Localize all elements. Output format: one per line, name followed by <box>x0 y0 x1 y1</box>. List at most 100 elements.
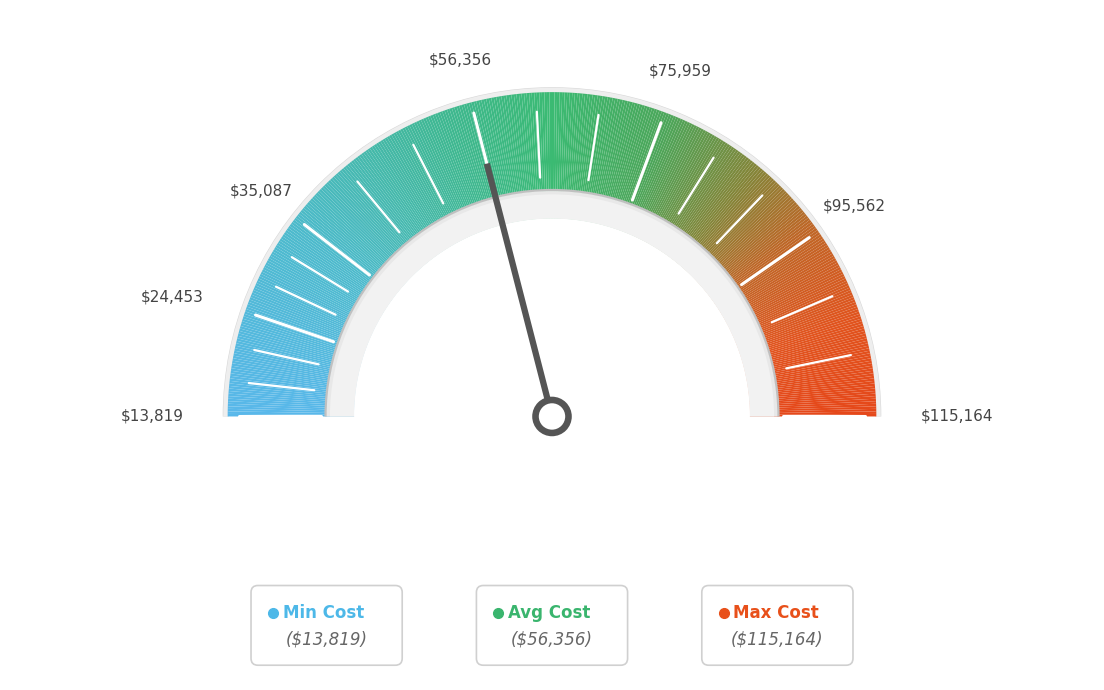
Wedge shape <box>359 154 436 257</box>
Wedge shape <box>439 111 485 230</box>
Wedge shape <box>749 378 874 395</box>
Wedge shape <box>745 343 869 373</box>
Wedge shape <box>732 283 849 337</box>
Wedge shape <box>333 175 420 270</box>
Wedge shape <box>710 219 811 297</box>
Wedge shape <box>401 128 460 242</box>
Wedge shape <box>724 256 835 319</box>
Wedge shape <box>650 135 715 246</box>
Wedge shape <box>749 373 873 392</box>
Wedge shape <box>287 228 391 303</box>
Wedge shape <box>705 212 805 293</box>
FancyBboxPatch shape <box>702 586 853 665</box>
Wedge shape <box>604 104 640 226</box>
Wedge shape <box>750 404 877 411</box>
Wedge shape <box>234 348 359 376</box>
Wedge shape <box>421 119 474 235</box>
Wedge shape <box>542 92 548 219</box>
Wedge shape <box>229 393 354 404</box>
Wedge shape <box>594 99 623 224</box>
Wedge shape <box>253 290 370 341</box>
Wedge shape <box>736 297 854 345</box>
Wedge shape <box>628 117 679 234</box>
Wedge shape <box>264 265 378 325</box>
Wedge shape <box>694 190 787 280</box>
Wedge shape <box>719 241 826 310</box>
Wedge shape <box>746 355 871 381</box>
Wedge shape <box>553 92 558 219</box>
Wedge shape <box>435 113 482 232</box>
Wedge shape <box>253 288 370 339</box>
Wedge shape <box>481 99 510 224</box>
Wedge shape <box>293 219 394 297</box>
Wedge shape <box>726 262 839 324</box>
Wedge shape <box>433 114 480 233</box>
Wedge shape <box>704 210 804 291</box>
Wedge shape <box>716 236 824 308</box>
Wedge shape <box>693 189 785 279</box>
Wedge shape <box>259 274 374 331</box>
Wedge shape <box>708 216 808 295</box>
Wedge shape <box>566 93 577 219</box>
Wedge shape <box>592 99 620 223</box>
Wedge shape <box>247 302 367 348</box>
Wedge shape <box>630 119 683 235</box>
Wedge shape <box>707 214 807 294</box>
Wedge shape <box>665 150 739 255</box>
Wedge shape <box>276 245 384 313</box>
Wedge shape <box>698 196 792 284</box>
Wedge shape <box>726 265 840 325</box>
Wedge shape <box>636 123 692 238</box>
Wedge shape <box>410 124 466 239</box>
Wedge shape <box>389 135 454 246</box>
Wedge shape <box>713 228 817 303</box>
Wedge shape <box>750 401 877 408</box>
Wedge shape <box>572 94 587 219</box>
Wedge shape <box>678 166 761 265</box>
Wedge shape <box>449 108 491 228</box>
Wedge shape <box>230 384 355 398</box>
Wedge shape <box>384 137 452 247</box>
Wedge shape <box>582 96 603 221</box>
Wedge shape <box>699 198 794 284</box>
Wedge shape <box>349 161 429 262</box>
Wedge shape <box>745 346 869 375</box>
Wedge shape <box>739 309 859 353</box>
Wedge shape <box>236 341 360 372</box>
Wedge shape <box>461 104 498 226</box>
Wedge shape <box>722 249 831 316</box>
Wedge shape <box>743 328 864 364</box>
Wedge shape <box>675 161 755 262</box>
Wedge shape <box>747 371 873 390</box>
Wedge shape <box>567 93 580 219</box>
Wedge shape <box>241 324 362 362</box>
Wedge shape <box>431 115 479 233</box>
Wedge shape <box>511 95 529 220</box>
Wedge shape <box>243 316 364 357</box>
Wedge shape <box>537 92 544 219</box>
Wedge shape <box>709 217 810 297</box>
Wedge shape <box>365 150 439 255</box>
Wedge shape <box>723 253 834 318</box>
Wedge shape <box>613 108 655 228</box>
Wedge shape <box>714 230 819 304</box>
Wedge shape <box>712 226 816 302</box>
Wedge shape <box>237 333 361 367</box>
Wedge shape <box>338 172 423 268</box>
Wedge shape <box>672 159 751 260</box>
Wedge shape <box>688 180 776 273</box>
Wedge shape <box>660 146 732 252</box>
Wedge shape <box>740 316 861 357</box>
Wedge shape <box>644 128 703 242</box>
FancyBboxPatch shape <box>251 586 402 665</box>
Wedge shape <box>527 93 538 219</box>
Wedge shape <box>749 386 875 400</box>
Wedge shape <box>297 214 397 294</box>
Wedge shape <box>616 110 659 230</box>
Wedge shape <box>223 87 881 417</box>
Wedge shape <box>414 122 469 237</box>
Wedge shape <box>700 200 795 286</box>
Wedge shape <box>564 92 575 219</box>
Wedge shape <box>299 212 399 293</box>
Wedge shape <box>668 154 745 257</box>
